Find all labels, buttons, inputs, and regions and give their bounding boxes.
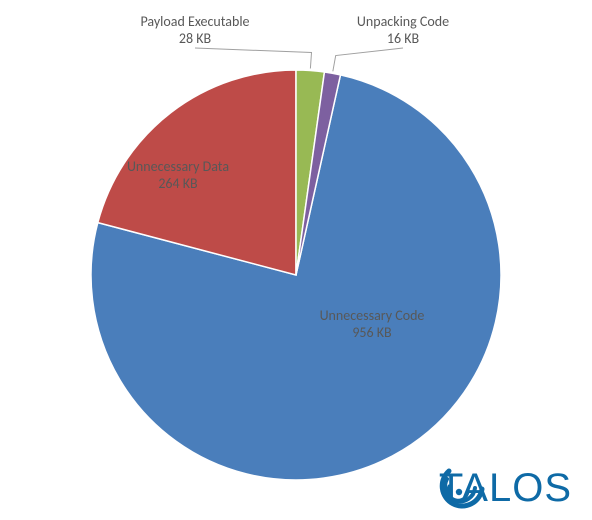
leader-line — [333, 48, 403, 71]
slice-label-value: 16 KB — [333, 31, 473, 48]
slice-label-name: Unnecessary Data — [108, 159, 248, 176]
slice-label-value: 264 KB — [108, 176, 248, 193]
chart-container: Unnecessary Code956 KB Unnecessary Data26… — [0, 0, 592, 520]
leader-line — [195, 48, 312, 69]
slice-label-name: Unpacking Code — [333, 14, 473, 31]
slice-label: Unnecessary Code956 KB — [302, 308, 442, 342]
slice-label: Payload Executable28 KB — [125, 14, 265, 48]
slice-label-name: Unnecessary Code — [302, 308, 442, 325]
talos-logo: TALOS — [439, 468, 572, 508]
slice-label: Unnecessary Data264 KB — [108, 159, 248, 193]
slice-label: Unpacking Code16 KB — [333, 14, 473, 48]
slice-label-name: Payload Executable — [125, 14, 265, 31]
slice-label-value: 956 KB — [302, 325, 442, 342]
pie-chart-svg — [0, 0, 592, 520]
logo-swirl-icon — [439, 468, 485, 514]
slice-label-value: 28 KB — [125, 31, 265, 48]
